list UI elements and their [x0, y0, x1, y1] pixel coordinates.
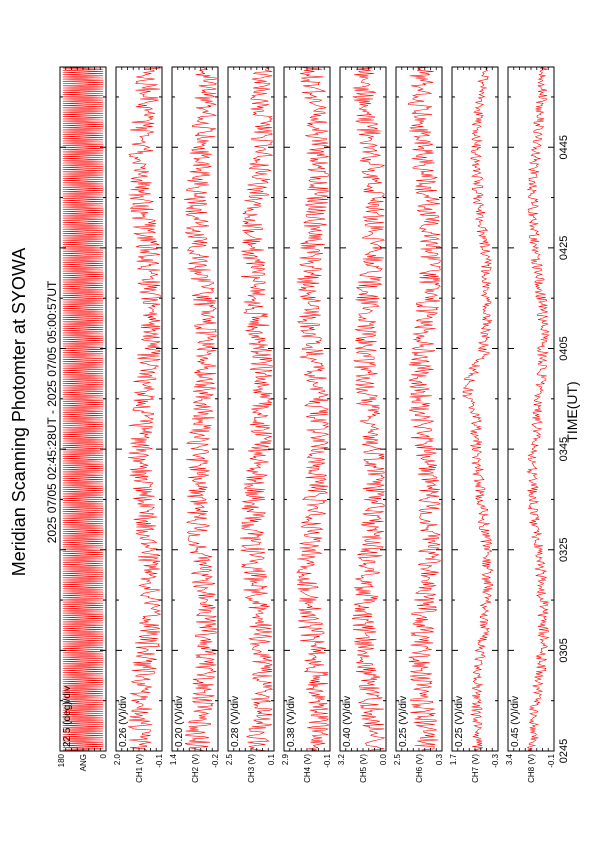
panel-frame — [339, 66, 387, 752]
y-axis-label: CH7 (V) — [471, 754, 480, 783]
y-tick-bottom: -0.1 — [155, 753, 164, 767]
y-tick-top: 180 — [57, 753, 66, 767]
y-tick-bottom: -0.2 — [211, 753, 220, 767]
panel-4: 0.28 (V)/div 2.5 CH3 (V) 0.1 — [225, 66, 276, 783]
x-tick-label: 0325 — [558, 538, 570, 562]
y-axis-label: CH5 (V) — [359, 754, 368, 783]
y-axis-label: CH4 (V) — [303, 754, 312, 783]
chart-subtitle: 2025 07/05 02:45:28UT - 2025 07/05 05:00… — [45, 280, 59, 543]
series-line-4 — [240, 66, 274, 752]
y-axis-label: CH6 (V) — [415, 754, 424, 783]
series-line-6 — [352, 66, 386, 752]
y-tick-top: 3.4 — [505, 753, 514, 765]
y-tick-bottom: 0 — [99, 753, 108, 758]
series-line-9 — [526, 66, 550, 752]
y-axis-label: CH8 (V) — [527, 754, 536, 783]
y-tick-top: 3.2 — [337, 753, 346, 765]
x-tick-label: 0345 — [558, 437, 570, 461]
y-axis-label: CH3 (V) — [247, 754, 256, 783]
panel-9: 0.45 (V)/div 3.4 CH8 (V) -0.1 — [505, 66, 556, 783]
panel-6: 0.40 (V)/div 3.2 CH5 (V) 0.0 — [337, 66, 388, 783]
panel-frame — [507, 66, 555, 752]
y-tick-bottom: -0.3 — [491, 753, 500, 767]
y-tick-top: 2.0 — [113, 753, 122, 765]
panel-scale-label: 0.40 (V)/div — [342, 696, 353, 747]
panel-scale-label: 0.38 (V)/div — [286, 696, 297, 747]
panel-2: 0.26 (V)/div 2.0 CH1 (V) -0.1 — [113, 66, 164, 783]
series-line-5 — [296, 66, 330, 752]
panel-scale-label: 0.25 (V)/div — [454, 696, 465, 747]
panel-scale-label: 22.5 (deg)/div — [62, 686, 73, 747]
y-tick-top: 1.4 — [169, 753, 178, 765]
chart-title: Meridian Scanning Photomter at SYOWA — [9, 248, 29, 576]
panel-frame — [451, 66, 499, 752]
y-tick-bottom: -0.1 — [547, 753, 556, 767]
y-tick-top: 2.5 — [225, 753, 234, 765]
panel-8: 0.25 (V)/div 1.7 CH7 (V) -0.3 — [449, 66, 500, 783]
series-line-8 — [462, 66, 494, 752]
y-tick-bottom: 0.3 — [435, 753, 444, 765]
series-line-1 — [62, 66, 104, 752]
panel-5: 0.38 (V)/div 2.9 CH4 (V) -0.1 — [281, 66, 332, 783]
x-tick-label: 0245 — [558, 739, 570, 763]
x-tick-label: 0405 — [558, 336, 570, 360]
y-axis-label: CH1 (V) — [135, 754, 144, 783]
panel-frame — [395, 66, 443, 752]
x-tick-label: 0425 — [558, 236, 570, 260]
y-tick-top: 2.5 — [393, 753, 402, 765]
panel-scale-label: 0.28 (V)/div — [230, 696, 241, 747]
panels: 22.5 (deg)/div 180 ANG 0 0.26 (V)/div 2.0 CH1 … — [57, 66, 570, 783]
x-tick-label: 0445 — [558, 135, 570, 159]
y-axis-label: ANG — [79, 754, 88, 771]
y-tick-bottom: -0.1 — [323, 753, 332, 767]
panel-scale-label: 0.25 (V)/div — [398, 696, 409, 747]
panel-7: 0.25 (V)/div 2.5 CH6 (V) 0.3 — [393, 66, 444, 783]
y-tick-bottom: 0.1 — [267, 753, 276, 765]
series-line-2 — [127, 66, 162, 752]
panel-frame — [115, 66, 163, 752]
panel-1: 22.5 (deg)/div 180 ANG 0 — [57, 66, 108, 771]
panel-scale-label: 0.26 (V)/div — [118, 696, 129, 747]
y-tick-top: 2.9 — [281, 753, 290, 765]
y-tick-top: 1.7 — [449, 753, 458, 765]
panel-3: 0.20 (V)/div 1.4 CH2 (V) -0.2 — [169, 66, 220, 783]
series-line-7 — [407, 66, 442, 752]
series-line-3 — [184, 66, 217, 752]
panel-scale-label: 0.20 (V)/div — [174, 696, 185, 747]
y-axis-label: CH2 (V) — [191, 754, 200, 783]
x-tick-label: 0305 — [558, 638, 570, 662]
y-tick-bottom: 0.0 — [379, 753, 388, 765]
x-axis-label: TIME(UT) — [564, 381, 580, 442]
panel-scale-label: 0.45 (V)/div — [510, 696, 521, 747]
